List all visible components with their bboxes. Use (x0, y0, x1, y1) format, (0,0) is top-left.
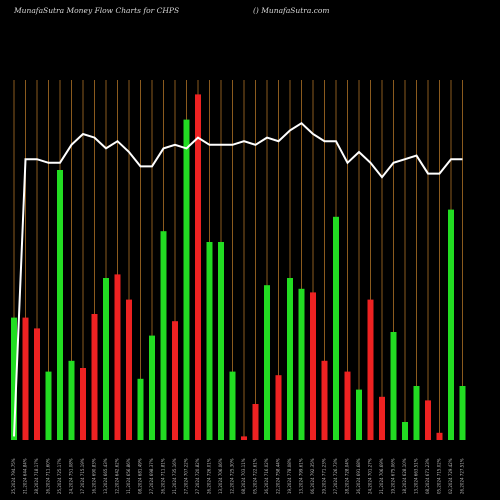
date-label: 06,2024 792.35% (310, 458, 315, 494)
date-label: 27,2024 698.37% (149, 458, 154, 494)
price-line (13, 121, 463, 437)
money-flow-bar (218, 242, 224, 440)
money-flow-bar (137, 378, 144, 440)
date-label: 12,2024 725.30% (230, 458, 235, 494)
date-label: 27,2024 726.73% (333, 458, 338, 494)
date-label: 27,2024 707.22% (184, 458, 189, 494)
money-flow-bar (172, 321, 178, 440)
money-flow-bar (68, 360, 75, 440)
site-credit: () MunafaSutra.com (253, 6, 330, 15)
money-flow-bar (160, 231, 167, 440)
date-label: 28,2024 718.17% (34, 458, 39, 494)
date-label: 08,2024 671.23% (425, 458, 430, 494)
money-flow-bar (45, 371, 52, 440)
date-label: 24,2024 701.27% (368, 458, 373, 494)
money-flow-bar (241, 436, 247, 440)
money-flow-bars (11, 94, 466, 441)
price-line-path (13, 121, 463, 437)
money-flow-bar (425, 400, 431, 440)
date-label: 22,2024 758.44% (276, 458, 281, 494)
money-flow-bar (402, 422, 408, 440)
date-label: 16,2024 690.83% (92, 458, 97, 494)
date-label: 12,2024 642.62% (115, 458, 120, 494)
date-label: 26,2024 726.01% (207, 458, 212, 494)
money-flow-bar (114, 274, 121, 440)
money-flow-bar (252, 404, 259, 440)
date-label: 08,2024 703.11% (241, 458, 246, 494)
date-label: 05,2024 722.61% (253, 458, 258, 494)
money-flow-bar (80, 368, 86, 440)
money-flow-bar (413, 386, 420, 440)
date-label: 25,2024 794.75% (11, 458, 16, 494)
money-flow-bar (287, 278, 293, 440)
money-flow-bar (275, 375, 282, 440)
money-flow-bar (298, 288, 305, 440)
date-label: 19,2024 778.08% (287, 458, 292, 494)
chart-title: MunafaSutra Money Flow Charts for CHPS (14, 6, 180, 15)
money-flow-bar (356, 389, 362, 440)
date-label: 11,2024 656.86% (126, 458, 131, 494)
date-label: 21,2024 706.69% (379, 458, 384, 494)
date-label: 19,2024 675.06% (391, 458, 396, 494)
money-flow-bar (390, 332, 397, 440)
money-flow-bar (11, 317, 17, 440)
date-labels: 25,2024 794.75% 21,2024 644.84% 28,2024 71… (11, 458, 465, 494)
money-flow-bar (459, 386, 466, 440)
money-flow-bar (57, 170, 63, 440)
money-flow-bar (229, 371, 236, 440)
money-flow-bar (333, 216, 339, 440)
date-label: 13,2024 665.43% (103, 458, 108, 494)
date-label: 26,2024 691.68% (356, 458, 361, 494)
money-flow-bar (436, 432, 443, 440)
money-flow-bar (344, 371, 351, 440)
money-flow-bar (310, 292, 316, 440)
date-label: 21,2024 735.16% (172, 458, 177, 494)
money-flow-bar (264, 285, 270, 440)
date-label: 02,2024 729.42% (448, 458, 453, 494)
date-label: 05,2024 715.02% (437, 458, 442, 494)
date-label: 13,2024 706.06% (218, 458, 223, 494)
money-flow-bar (126, 299, 132, 440)
money-flow-bar (195, 94, 201, 441)
date-label: 26,2024 711.81% (161, 458, 166, 494)
date-label: 25,2024 725.17% (57, 458, 62, 494)
money-flow-bar (91, 314, 98, 440)
date-label: 26,2024 711.60% (46, 458, 51, 494)
money-flow-bar (206, 242, 213, 440)
money-flow-bar (149, 335, 155, 440)
date-label: 28,2024 728.04% (345, 458, 350, 494)
date-label: 24,2024 751.08% (69, 458, 74, 494)
date-label: 21,2024 644.84% (23, 458, 28, 494)
money-flow-bar (103, 278, 109, 440)
date-label: 18,2024 628.10% (402, 458, 407, 494)
date-label: 08,2024 681.49% (138, 458, 143, 494)
date-label: 26,2024 727.51% (460, 458, 465, 494)
date-label: 13,2024 799.61% (299, 458, 304, 494)
date-label: 17 2024 715.19% (80, 458, 85, 494)
date-label: 13,2024 663.51% (414, 458, 419, 494)
date-label: 29,2024 771.23% (322, 458, 327, 494)
money-flow-bar (183, 119, 190, 440)
money-flow-bar (321, 360, 328, 440)
date-label: 26,2024 716.02% (264, 458, 269, 494)
money-flow-bar (379, 396, 385, 440)
money-flow-bar (367, 299, 374, 440)
money-flow-bar (34, 328, 40, 440)
date-label: 27 2024 720.82% (195, 458, 200, 494)
money-flow-bar (448, 209, 454, 440)
money-flow-bar (22, 317, 29, 440)
